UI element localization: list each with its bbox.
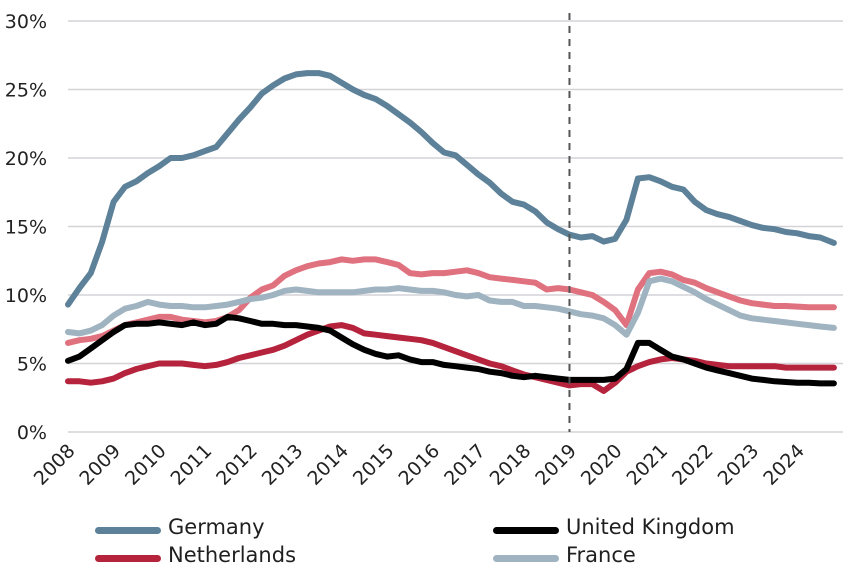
x-tick-label: 2009 [75,440,125,490]
legend-label-netherlands: Netherlands [168,543,297,567]
x-tick-label: 2012 [212,440,262,490]
x-tick-label: 2008 [30,440,80,490]
y-tick-label: 25% [5,80,47,102]
x-tick-label: 2019 [531,440,581,490]
legend-label-united-kingdom: United Kingdom [566,515,735,539]
x-tick-label: 2020 [577,440,627,490]
series-line-france [65,275,837,338]
x-tick-label: 2011 [167,440,217,490]
series-line-united-kingdom [65,313,837,387]
series-line-unlabeled [65,256,837,346]
series-line-netherlands [65,322,837,394]
y-tick-label: 15% [5,217,47,239]
legend-swatch-netherlands [95,555,161,562]
x-tick-label: 2021 [622,440,672,490]
legend-swatch-united-kingdom [493,527,559,534]
x-tick-label: 2014 [303,440,353,490]
legend-label-germany: Germany [168,515,265,539]
y-tick-label: 5% [17,354,47,376]
y-tick-label: 0% [17,422,47,444]
series-lines [65,70,837,394]
x-tick-label: 2018 [486,440,536,490]
x-tick-label: 2024 [759,440,809,490]
x-tick-label: 2010 [121,440,171,490]
x-tick-label: 2016 [394,440,444,490]
legend-label-france: France [566,543,636,567]
y-tick-label: 30% [5,11,47,33]
y-tick-label: 10% [5,285,47,307]
x-tick-label: 2022 [668,440,718,490]
x-tick-label: 2013 [258,440,308,490]
x-tick-label: 2023 [714,440,764,490]
y-axis-tick-labels: 0% 5% 10% 15% 20% 25% 30% [5,11,47,444]
legend-swatch-germany [95,527,161,534]
legend-swatch-france [493,555,559,562]
x-tick-label: 2017 [440,440,490,490]
x-axis-tick-labels: 2008200920102011201220132014201520162017… [30,440,809,490]
x-tick-label: 2015 [349,440,399,490]
series-line-germany [65,70,837,308]
y-tick-label: 20% [5,148,47,170]
